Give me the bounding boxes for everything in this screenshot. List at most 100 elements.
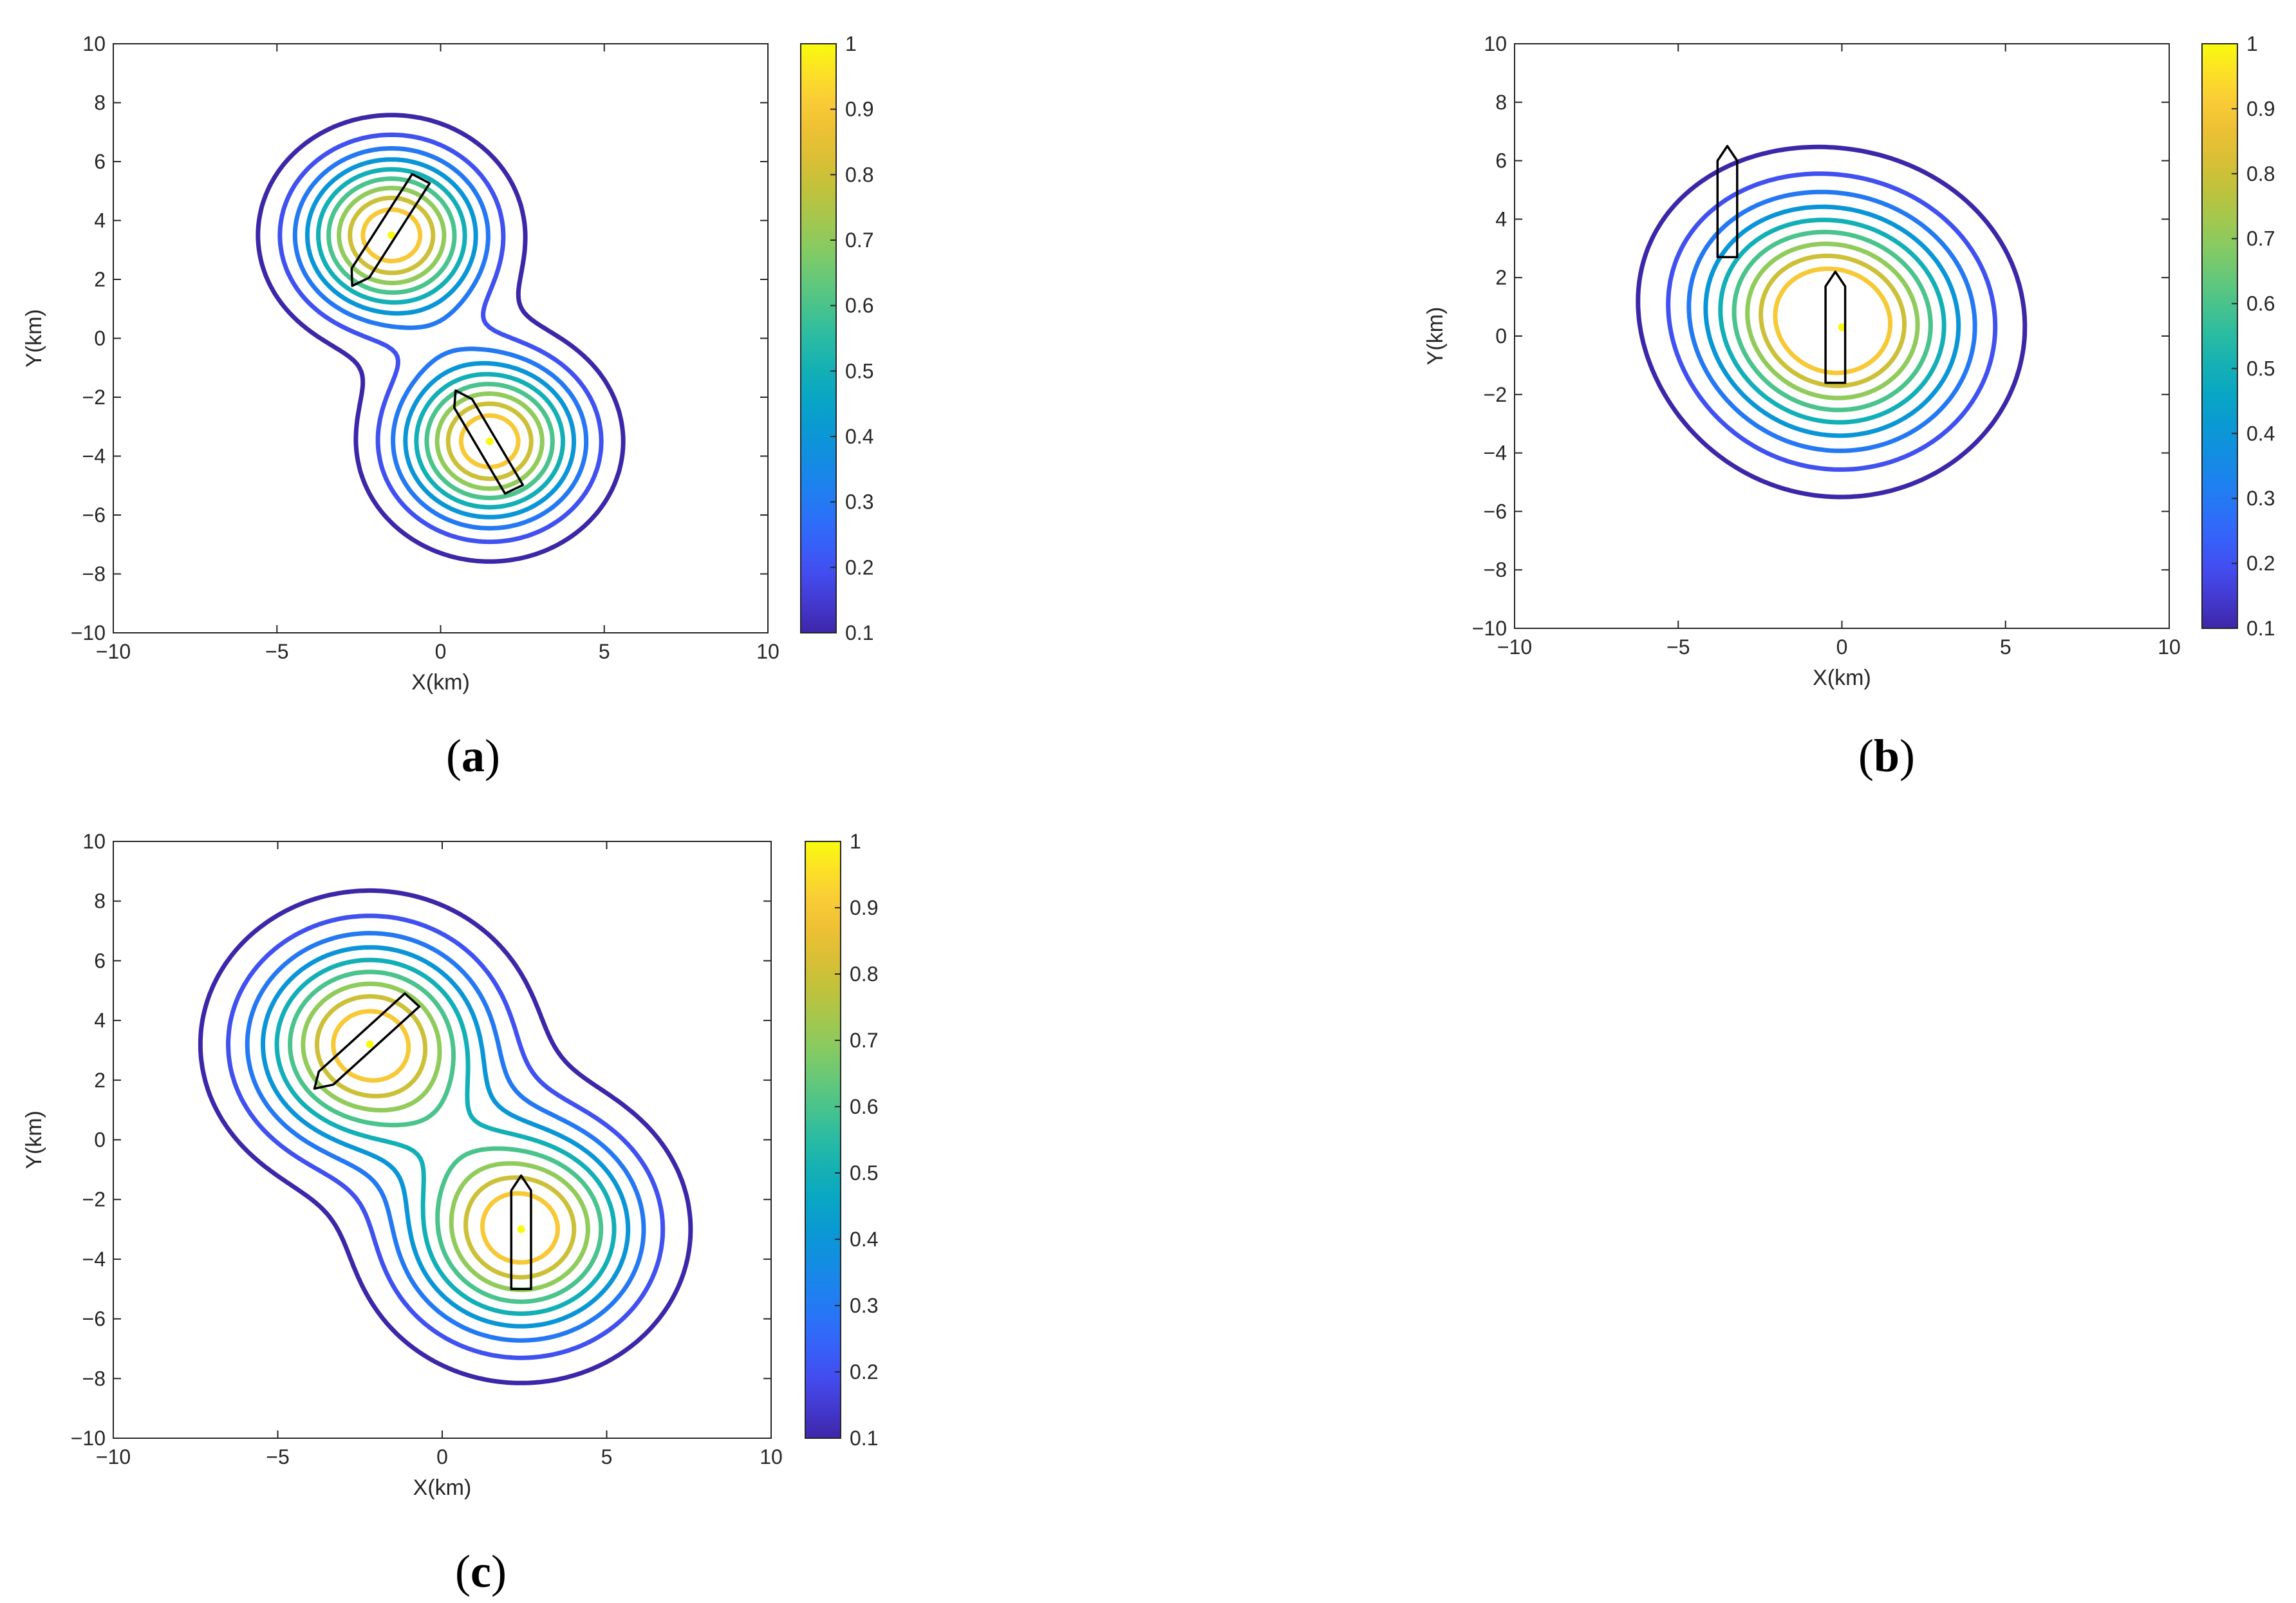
x-tick-label: 10 xyxy=(756,640,779,663)
y-tick-label: 0 xyxy=(94,1129,106,1152)
panel-label-close: ) xyxy=(485,730,500,782)
y-tick-label: 6 xyxy=(1495,149,1507,173)
contour-level-0.6 xyxy=(326,176,555,500)
ship-outline xyxy=(453,389,525,495)
y-tick-label: 6 xyxy=(94,949,106,972)
y-axis-label: Y(km) xyxy=(22,1111,46,1169)
x-tick-label: 0 xyxy=(1836,635,1848,659)
colorbar-tick-label: 0.5 xyxy=(2246,357,2275,380)
y-tick-label: −6 xyxy=(82,503,106,527)
y-tick-label: −8 xyxy=(82,563,106,586)
contour-level-0.2 xyxy=(1666,171,1998,472)
y-tick-label: −8 xyxy=(82,1367,106,1390)
y-tick-label: 4 xyxy=(1495,207,1507,230)
colorbar-tick-label: 0.8 xyxy=(850,962,878,986)
contour-level-0.2 xyxy=(226,914,666,1360)
contour-lines xyxy=(1636,144,2028,500)
contour-level-0.1 xyxy=(1636,144,2028,500)
y-tick-label: 4 xyxy=(94,209,106,232)
ship-outline xyxy=(1716,145,1739,259)
contour-level-0.4 xyxy=(1703,204,1961,438)
y-tick-label: 2 xyxy=(94,1069,106,1092)
contour-level-0.3 xyxy=(1686,189,1977,453)
panel-label-letter: a xyxy=(462,730,485,782)
peak-dot xyxy=(366,1040,374,1049)
colorbar-tick-label: 0.2 xyxy=(845,556,873,579)
y-tick-label: −2 xyxy=(82,386,106,409)
colorbar-tick-label: 0.3 xyxy=(850,1294,878,1317)
y-tick-label: −10 xyxy=(1472,617,1507,640)
y-tick-label: −4 xyxy=(82,1248,106,1271)
y-tick-label: 6 xyxy=(94,150,106,173)
panel-label-open: ( xyxy=(446,730,462,782)
colorbar-tick-label: 0.7 xyxy=(850,1029,878,1052)
colorbar-tick-label: 1 xyxy=(845,32,857,55)
peak-dot xyxy=(387,231,396,239)
panel-label: (b) xyxy=(1858,730,1915,782)
peak-dot xyxy=(517,1225,525,1233)
colorbar-tick-label: 0.7 xyxy=(845,229,873,252)
contour-level-0.9 xyxy=(331,1009,560,1265)
colorbar-tick-label: 0.8 xyxy=(845,163,873,186)
y-tick-label: −6 xyxy=(1484,500,1507,523)
contour-level-0.7 xyxy=(1745,241,1920,400)
x-tick-label: −10 xyxy=(1497,635,1532,659)
contour-level-0.1 xyxy=(256,113,626,564)
colorbar-tick-label: 0.7 xyxy=(2246,227,2275,250)
y-tick-label: 2 xyxy=(94,268,106,291)
colorbar-tick-label: 0.4 xyxy=(845,425,873,448)
x-tick-label: −5 xyxy=(1666,635,1690,659)
y-tick-label: 8 xyxy=(94,91,106,115)
colorbar-tick-label: 1 xyxy=(2246,32,2258,55)
plot-area xyxy=(113,44,768,633)
colorbar-tick-label: 0.9 xyxy=(845,98,873,121)
plot-area xyxy=(113,841,771,1438)
contour-level-0.6 xyxy=(288,970,604,1304)
x-tick-label: −10 xyxy=(96,640,131,663)
ship-outline xyxy=(313,992,421,1090)
ship-outline xyxy=(510,1174,532,1291)
y-tick-label: 0 xyxy=(1495,324,1507,348)
contour-level-0.8 xyxy=(315,994,577,1280)
contour-level-0.5 xyxy=(274,957,617,1317)
y-tick-label: −8 xyxy=(1484,558,1507,581)
x-tick-label: 5 xyxy=(601,1445,613,1468)
panel-label: (c) xyxy=(455,1546,507,1597)
x-tick-label: 5 xyxy=(599,640,610,663)
colorbar-tick-label: 0.4 xyxy=(2246,422,2275,445)
x-tick-label: 10 xyxy=(2158,635,2181,659)
colorbar-tick-label: 1 xyxy=(850,830,861,853)
panel-label: (a) xyxy=(446,730,500,782)
colorbar-tick-label: 0.2 xyxy=(2246,552,2275,575)
panel-label-open: ( xyxy=(1858,730,1874,782)
peak-dot xyxy=(1838,323,1846,332)
y-tick-label: −6 xyxy=(82,1308,106,1331)
contour-level-0.5 xyxy=(1718,218,1946,425)
x-tick-label: −10 xyxy=(96,1445,131,1468)
x-axis-label: X(km) xyxy=(411,670,470,695)
panel-label-open: ( xyxy=(455,1546,471,1597)
colorbar-tick-label: 0.6 xyxy=(845,294,873,317)
contour-level-0.3 xyxy=(245,931,646,1343)
colorbar-tick-label: 0.3 xyxy=(845,491,873,514)
y-tick-label: −2 xyxy=(82,1188,106,1211)
x-tick-label: −5 xyxy=(265,640,288,663)
contour-lines xyxy=(256,113,626,564)
panel-label-letter: c xyxy=(471,1546,491,1597)
x-axis-label: X(km) xyxy=(1813,666,1871,690)
y-tick-label: 10 xyxy=(82,32,106,55)
y-tick-label: −10 xyxy=(71,621,106,644)
x-tick-label: −5 xyxy=(266,1445,289,1468)
peak-dot xyxy=(485,437,494,445)
y-tick-label: 10 xyxy=(1484,32,1507,55)
y-axis-label: Y(km) xyxy=(22,309,46,368)
contour-level-0.4 xyxy=(261,945,631,1329)
contour-level-0.4 xyxy=(304,157,577,520)
contour-level-0.5 xyxy=(316,167,565,510)
y-tick-label: 8 xyxy=(94,890,106,913)
contour-level-0.1 xyxy=(198,888,693,1385)
contour-level-0.8 xyxy=(348,195,534,482)
panel-label-close: ) xyxy=(491,1546,507,1597)
colorbar-tick-label: 0.4 xyxy=(850,1228,878,1251)
contour-level-0.2 xyxy=(277,132,604,545)
